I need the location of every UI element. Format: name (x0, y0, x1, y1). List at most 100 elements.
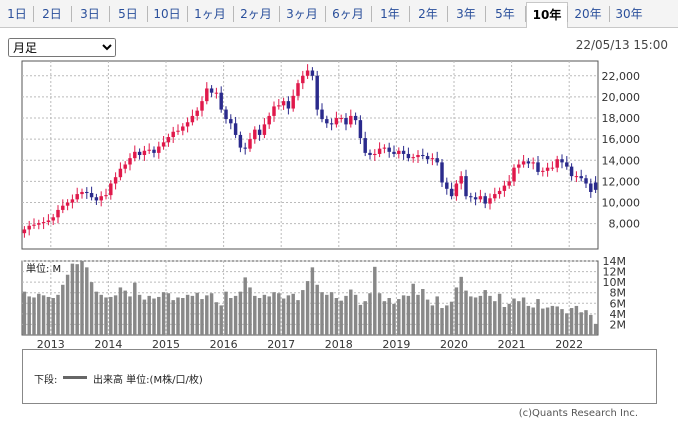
volume-bar (157, 296, 161, 335)
candle-body (262, 124, 267, 135)
volume-tick-label: 12M (603, 266, 627, 279)
candle-body (440, 162, 444, 183)
volume-tick-label: 10M (603, 276, 627, 289)
tab-2日[interactable]: 2日 (42, 7, 62, 21)
x-year-label: 2021 (498, 338, 526, 349)
candle-body (517, 164, 521, 168)
candle-body (512, 167, 516, 182)
volume-plot-frame (21, 260, 599, 336)
tab-5日[interactable]: 5日 (118, 7, 138, 21)
volume-bar (569, 308, 574, 335)
candle-body (483, 196, 487, 204)
candle-body (406, 153, 411, 159)
tab-separator (567, 6, 568, 22)
candle-body (589, 183, 593, 192)
volume-bar (65, 274, 70, 335)
volume-bar (137, 294, 142, 335)
volume-bar (75, 264, 79, 335)
candle-body (137, 151, 142, 155)
tab-separator (447, 6, 448, 22)
candle-body (421, 155, 425, 157)
candle-body (565, 162, 569, 167)
candle-body (80, 191, 84, 195)
candle-body (128, 158, 132, 165)
tab-2ヶ月[interactable]: 2ヶ月 (240, 7, 272, 21)
tab-10日[interactable]: 10日 (153, 7, 181, 21)
tab-separator (71, 6, 72, 22)
volume-bar (550, 305, 555, 335)
tab-2年[interactable]: 2年 (418, 7, 438, 21)
tab-20年[interactable]: 20年 (574, 7, 602, 21)
candle-body (147, 149, 151, 151)
candle-body (545, 167, 550, 171)
volume-bar (109, 296, 113, 335)
candle-body (248, 139, 252, 149)
legend-box: 下段: 出来高 単位:(M株/口/枚) (22, 349, 657, 404)
candle-body (425, 156, 430, 160)
candle-body (502, 185, 507, 191)
volume-bar (104, 297, 108, 335)
candle-body (353, 115, 358, 121)
volume-bar (334, 298, 339, 335)
candle-body (344, 118, 348, 125)
candle-body (209, 88, 214, 93)
candle-body (579, 176, 583, 179)
volume-bar (435, 296, 439, 335)
volume-bar (253, 295, 257, 335)
volume-bar (589, 314, 593, 335)
tab-separator (233, 6, 234, 22)
volume-bar (401, 295, 406, 335)
volume-bar (593, 323, 598, 335)
legend-lower-label: 下段: (34, 375, 58, 386)
volume-bar (469, 296, 473, 335)
volume-bar (219, 305, 223, 335)
candle-body (507, 181, 511, 186)
candle-body (349, 115, 353, 125)
volume-bar (147, 295, 151, 335)
volume-bar (344, 295, 348, 335)
tab-3ヶ月[interactable]: 3ヶ月 (286, 7, 318, 21)
candle-body (118, 168, 123, 178)
tab-1日[interactable]: 1日 (7, 7, 27, 21)
candle-body (593, 182, 598, 190)
candle-body (358, 120, 363, 139)
candle-body (233, 123, 238, 135)
volume-bar (449, 301, 454, 335)
candle-body (555, 159, 559, 168)
volume-bar (411, 283, 415, 335)
volume-bar (565, 313, 569, 335)
volume-bar (430, 305, 435, 335)
tab-3年[interactable]: 3年 (456, 7, 476, 21)
candle-body (449, 188, 454, 197)
volume-bar (320, 292, 324, 335)
volume-bar (46, 296, 51, 335)
tab-3日[interactable]: 3日 (80, 7, 100, 21)
volume-bar (560, 309, 564, 335)
volume-bar (113, 295, 118, 335)
tab-1年[interactable]: 1年 (380, 7, 400, 21)
volume-bar (454, 287, 459, 335)
tab-30年[interactable]: 30年 (615, 7, 643, 21)
candle-body (301, 75, 305, 84)
candle-period-select[interactable]: 月足 (8, 38, 116, 57)
volume-bar (243, 277, 247, 335)
volume-bar (291, 293, 295, 335)
price-tick-label: 8,000 (609, 218, 641, 231)
volume-bar (272, 292, 276, 335)
candle-body (104, 195, 108, 197)
candle-body (152, 149, 156, 153)
candle-body (521, 161, 526, 165)
tab-1ヶ月[interactable]: 1ヶ月 (194, 7, 226, 21)
candle-body (550, 167, 555, 169)
volume-bar (488, 295, 492, 335)
tab-6ヶ月[interactable]: 6ヶ月 (332, 7, 364, 21)
volume-bar (526, 305, 531, 335)
volume-bar (238, 291, 243, 335)
volume-bar (80, 261, 84, 335)
candle-body (224, 109, 228, 120)
candle-body (46, 220, 51, 223)
tab-5年[interactable]: 5年 (495, 7, 515, 21)
tab-10年[interactable]: 10年 (526, 2, 568, 28)
volume-bar (190, 295, 195, 335)
volume-bar (161, 292, 166, 335)
